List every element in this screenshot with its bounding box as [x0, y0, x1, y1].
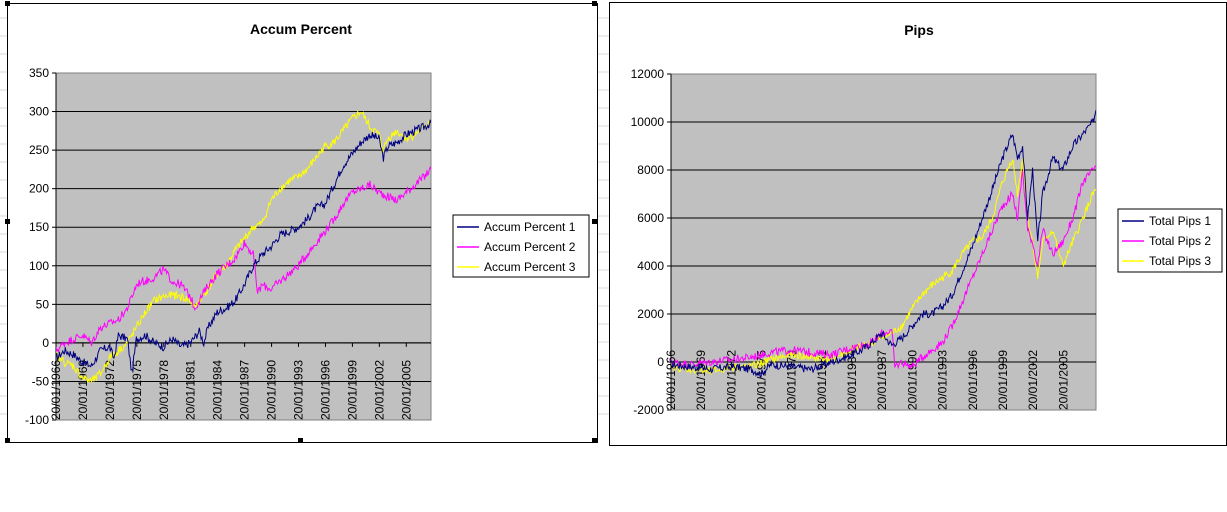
pips-x-tick-label: 20/01/1993 [936, 350, 950, 410]
accum-percent-legend-label-3: Accum Percent 3 [484, 260, 576, 274]
pips-legend-label-1: Total Pips 1 [1149, 214, 1211, 228]
accum-percent-x-tick-label: 20/01/1990 [265, 360, 279, 420]
pips-y-tick-label: -2000 [633, 403, 664, 417]
accum-percent-title: Accum Percent [250, 21, 352, 37]
resize-handle-bottom-center[interactable] [298, 438, 303, 443]
pips-y-tick-label: 8000 [637, 163, 664, 177]
pips-x-tick-label: 20/01/2002 [1026, 350, 1040, 410]
accum-percent-y-tick-label: -50 [32, 374, 50, 388]
pips-y-tick-label: 0 [657, 355, 664, 369]
accum-percent-y-tick-label: 200 [29, 182, 49, 196]
resize-handle-top-right[interactable] [592, 1, 597, 6]
pips-x-tick-label: 20/01/1969 [694, 350, 708, 410]
pips-x-tick-label: 20/01/1987 [875, 350, 889, 410]
accum-percent-y-tick-label: 350 [29, 66, 49, 80]
pips-y-tick-label: 10000 [631, 115, 665, 129]
accum-percent-x-tick-label: 20/01/2005 [399, 360, 413, 420]
accum-percent-x-tick-label: 20/01/1978 [157, 360, 171, 420]
accum-percent-series-line-3 [56, 109, 431, 384]
accum-percent-chart[interactable]: Accum Percent -100 -50 0 50 100 150 200 250 300 35… [7, 3, 598, 443]
resize-handle-bottom-right[interactable] [592, 438, 597, 443]
pips-x-tick-label: 20/01/1972 [724, 350, 738, 410]
pips-series-line-1 [671, 109, 1096, 378]
accum-percent-y-tick-label: 300 [29, 105, 49, 119]
accum-percent-legend-label-2: Accum Percent 2 [484, 240, 576, 254]
accum-percent-x-tick-label: 20/01/2002 [372, 360, 386, 420]
accum-percent-y-tick-label: 100 [29, 259, 49, 273]
accum-percent-x-tick-label: 20/01/1972 [103, 360, 117, 420]
resize-handle-middle-left[interactable] [5, 219, 10, 224]
accum-percent-x-tick-label: 20/01/1987 [238, 360, 252, 420]
pips-x-tick-label: 20/01/1975 [755, 350, 769, 410]
pips-y-tick-label: 12000 [631, 67, 665, 81]
pips-x-tick-label: 20/01/1984 [845, 350, 859, 410]
accum-percent-x-tick-label: 20/01/1966 [49, 360, 63, 420]
accum-percent-x-tick-label: 20/01/1981 [184, 360, 198, 420]
pips-title: Pips [904, 22, 934, 38]
accum-percent-y-tick-label: 150 [29, 220, 49, 234]
pips-y-tick-label: 6000 [637, 211, 664, 225]
accum-percent-y-tick-label: 0 [42, 336, 49, 350]
resize-handle-bottom-left[interactable] [5, 438, 10, 443]
pips-chart[interactable]: Pips -2000 0 2000 4000 6000 8000 10000 12000 20/0… [609, 2, 1227, 446]
accum-percent-x-tick-label: 20/01/1984 [211, 360, 225, 420]
accum-percent-chart-svg: Accum Percent -100 -50 0 50 100 150 200 250 300 35… [25, 21, 590, 427]
resize-handle-top-left[interactable] [5, 1, 10, 6]
pips-chart-svg: Pips -2000 0 2000 4000 6000 8000 10000 12000 20/0… [631, 22, 1223, 417]
resize-handle-middle-right[interactable] [592, 219, 597, 224]
pips-legend-label-2: Total Pips 2 [1149, 234, 1211, 248]
pips-x-tick-label: 20/01/1996 [966, 350, 980, 410]
accum-percent-legend-label-1: Accum Percent 1 [484, 220, 576, 234]
pips-x-tick-label: 20/01/2005 [1056, 350, 1070, 410]
accum-percent-y-tick-label: 250 [29, 143, 49, 157]
accum-percent-y-tick-label: 50 [36, 297, 50, 311]
pips-legend-label-3: Total Pips 3 [1149, 254, 1211, 268]
accum-percent-x-tick-label: 20/01/1993 [292, 360, 306, 420]
accum-percent-x-tick-label: 20/01/1975 [130, 360, 144, 420]
accum-percent-series-line-2 [56, 166, 431, 354]
accum-percent-x-tick-label: 20/01/1999 [345, 360, 359, 420]
pips-x-tick-label: 20/01/1999 [996, 350, 1010, 410]
accum-percent-y-tick-label: -100 [25, 413, 49, 427]
accum-percent-x-tick-label: 20/01/1996 [318, 360, 332, 420]
pips-plot-area [670, 73, 1097, 411]
pips-y-tick-label: 2000 [637, 307, 664, 321]
accum-percent-series-line-1 [56, 119, 431, 372]
pips-y-tick-label: 4000 [637, 259, 664, 273]
